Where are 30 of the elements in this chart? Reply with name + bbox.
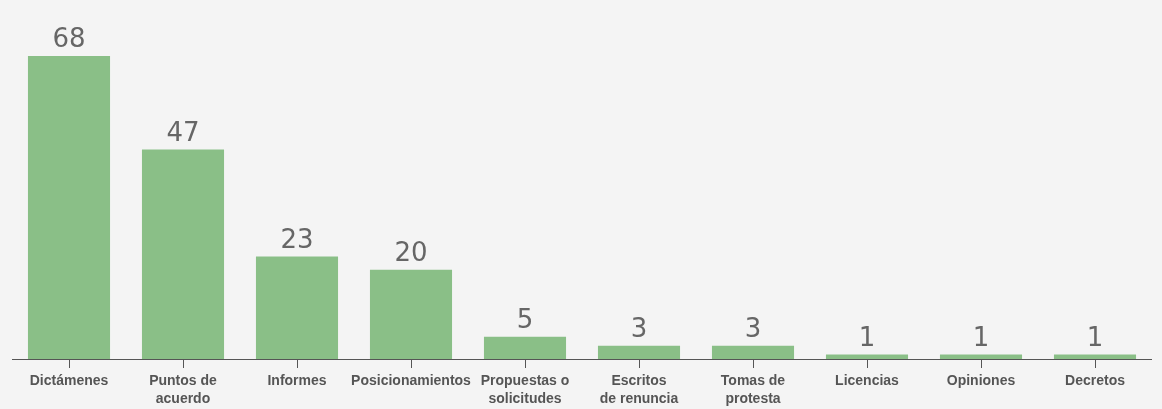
- bar: [369, 269, 453, 359]
- x-tick-label: Decretos: [1065, 371, 1126, 388]
- data-label: 3: [630, 312, 648, 343]
- x-tick-label: Propuestas o solicitudes: [480, 371, 570, 406]
- bar: [1053, 354, 1137, 359]
- data-label: 23: [280, 223, 314, 254]
- x-tick-label: Informes: [267, 371, 327, 388]
- bar: [255, 256, 339, 359]
- x-tick-label: Tomas de protesta: [720, 371, 786, 406]
- x-tick-label: Posicionamientos: [351, 371, 472, 388]
- bar: [141, 149, 225, 359]
- x-tick-label: Dictámenes: [29, 371, 109, 388]
- x-tick-label: Escritos de renuncia: [599, 371, 679, 406]
- data-label: 20: [394, 236, 428, 267]
- data-label: 1: [972, 321, 990, 352]
- data-label: 47: [166, 116, 200, 147]
- data-label: 1: [858, 321, 876, 352]
- x-tick-label: Opiniones: [946, 371, 1016, 388]
- bar: [597, 345, 681, 359]
- x-tick-label: Licencias: [835, 371, 900, 388]
- bar: [825, 354, 909, 359]
- bar: [483, 336, 567, 359]
- bar: [939, 354, 1023, 359]
- data-label: 1: [1086, 321, 1104, 352]
- data-label: 68: [52, 22, 86, 53]
- x-tick-label: Puntos de acuerdo: [149, 371, 218, 406]
- data-label: 5: [516, 303, 534, 334]
- data-label: 3: [744, 312, 762, 343]
- bar: [27, 55, 111, 359]
- bar: [711, 345, 795, 359]
